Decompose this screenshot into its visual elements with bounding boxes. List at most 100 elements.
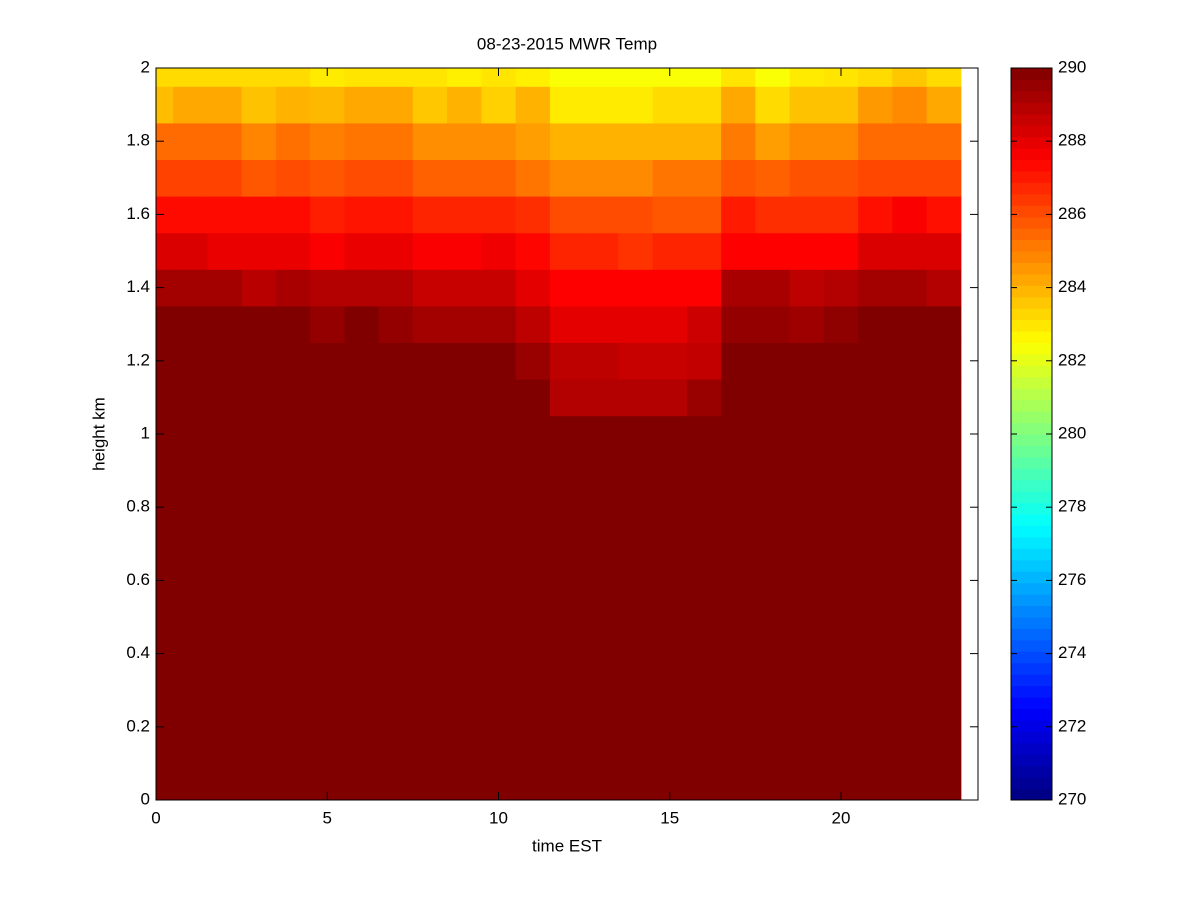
heatmap-cell <box>412 86 448 124</box>
heatmap-cell <box>310 86 345 124</box>
heatmap-cell <box>721 122 756 160</box>
heatmap-cell <box>721 68 756 87</box>
colorbar-swatch <box>1011 777 1052 790</box>
heatmap-cell <box>344 269 380 307</box>
colorbar-swatch <box>1011 617 1052 629</box>
heatmap-cell <box>549 415 585 801</box>
colorbar-swatch <box>1011 697 1052 709</box>
heatmap-cell <box>823 415 859 801</box>
heatmap-cell <box>755 415 791 801</box>
colorbar-swatch <box>1011 594 1052 607</box>
heatmap-cell <box>156 342 174 380</box>
heatmap-cell <box>207 415 243 801</box>
heatmap-cell <box>344 159 380 197</box>
heatmap-cell <box>310 342 345 380</box>
colorbar-swatch <box>1011 159 1052 172</box>
heatmap-cell <box>156 232 174 270</box>
heatmap-cell <box>926 342 962 380</box>
colorbar-swatch <box>1011 708 1052 721</box>
heatmap-cell <box>686 269 722 307</box>
colorbar-swatch <box>1011 719 1052 732</box>
heatmap-cell <box>755 122 791 160</box>
heatmap-cell <box>686 379 722 417</box>
heatmap-cell <box>618 68 654 87</box>
x-tick-label: 0 <box>151 808 160 827</box>
heatmap-cell <box>378 415 414 801</box>
heatmap-cell <box>241 68 277 87</box>
y-tick-label: 1.2 <box>126 350 150 369</box>
heatmap-cell <box>858 415 893 801</box>
heatmap-cell <box>275 196 311 234</box>
heatmap-cell <box>207 86 243 124</box>
x-tick-label: 5 <box>323 808 332 827</box>
x-tick-label: 20 <box>832 808 851 827</box>
heatmap-cell <box>515 342 551 380</box>
heatmap-cell <box>686 342 722 380</box>
heatmap-cell <box>686 159 722 197</box>
heatmap-cell <box>481 68 517 87</box>
heatmap-cell <box>789 232 825 270</box>
heatmap-cell <box>892 68 928 87</box>
colorbar-swatch <box>1011 262 1052 275</box>
heatmap-cell <box>686 415 722 801</box>
heatmap-cell <box>755 305 791 343</box>
heatmap-cell <box>721 196 756 234</box>
colorbar-swatch <box>1011 548 1052 561</box>
colorbar-tick-label: 280 <box>1058 423 1086 442</box>
heatmap-cell <box>344 305 380 343</box>
heatmap-cell <box>584 232 619 270</box>
heatmap-cell <box>156 86 174 124</box>
heatmap-cell <box>549 68 585 87</box>
colorbar-swatch <box>1011 422 1052 435</box>
heatmap-cell <box>515 196 551 234</box>
heatmap-cell <box>549 159 585 197</box>
colorbar-swatch <box>1011 685 1052 698</box>
heatmap-cell <box>515 305 551 343</box>
heatmap-cell <box>173 269 208 307</box>
heatmap-cell <box>447 342 482 380</box>
heatmap-cell <box>789 415 825 801</box>
colorbar-swatch <box>1011 205 1052 218</box>
colorbar-swatch <box>1011 525 1052 538</box>
heatmap-cell <box>344 68 380 87</box>
heatmap-cell <box>207 269 243 307</box>
heatmap-cell <box>618 379 654 417</box>
heatmap-cell <box>173 305 208 343</box>
heatmap-cell <box>618 415 654 801</box>
heatmap-cell <box>892 342 928 380</box>
heatmap-cell <box>412 305 448 343</box>
heatmap-cell <box>618 159 654 197</box>
heatmap-cell <box>618 342 654 380</box>
colorbar-swatch <box>1011 308 1052 321</box>
y-tick-label: 0.2 <box>126 716 150 735</box>
colorbar-tick-label: 274 <box>1058 643 1086 662</box>
colorbar-swatch <box>1011 399 1052 412</box>
heatmap-cell <box>926 196 962 234</box>
heatmap-cell <box>686 196 722 234</box>
y-tick-label: 1.4 <box>126 277 150 296</box>
colorbar-swatch <box>1011 79 1052 92</box>
heatmap-cell <box>241 122 277 160</box>
heatmap-cell <box>481 305 517 343</box>
heatmap-cell <box>447 415 482 801</box>
heatmap-cell <box>344 342 380 380</box>
heatmap-cell <box>652 159 688 197</box>
heatmap-cell <box>447 305 482 343</box>
heatmap-cell <box>156 269 174 307</box>
heatmap-cell <box>584 415 619 801</box>
heatmap-cell <box>275 415 311 801</box>
colorbar-swatch <box>1011 411 1052 424</box>
heatmap-cell <box>686 68 722 87</box>
colorbar-swatch <box>1011 90 1052 103</box>
heatmap-cell <box>515 415 551 801</box>
colorbar-tick-label: 278 <box>1058 497 1086 516</box>
heatmap-cell <box>549 305 585 343</box>
colorbar-swatch <box>1011 582 1052 595</box>
heatmap-cell <box>344 379 380 417</box>
colorbar-swatch <box>1011 514 1052 526</box>
heatmap-cell <box>858 379 893 417</box>
heatmap-cell <box>173 159 208 197</box>
colorbar-swatch <box>1011 353 1052 366</box>
heatmap-cell <box>858 232 893 270</box>
heatmap-cell <box>447 122 482 160</box>
